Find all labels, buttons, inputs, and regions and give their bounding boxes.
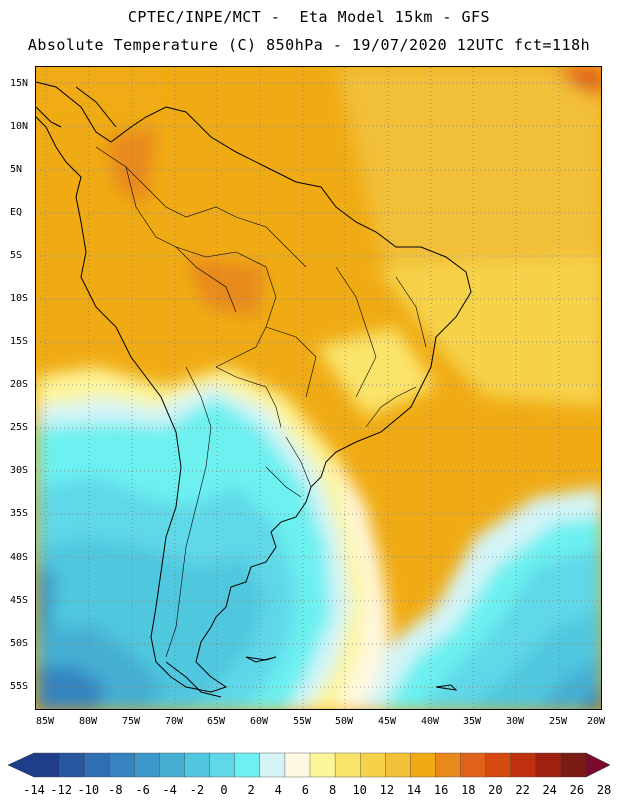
temperature-map[interactable] <box>35 66 602 710</box>
colorbar-left-arrow <box>7 752 35 778</box>
colorbar-tick-label: 4 <box>274 783 282 797</box>
colorbar-tick-label: 10 <box>352 783 367 797</box>
colorbar-swatch <box>159 752 186 778</box>
lon-label-75w: 75W <box>121 716 141 727</box>
lon-label-25w: 25W <box>548 716 568 727</box>
colorbar-tick-label: -4 <box>162 783 177 797</box>
colorbar-tick-label: -2 <box>189 783 205 797</box>
colorbar-tick-label: -10 <box>77 783 100 797</box>
lat-label-10s: 10S <box>10 293 29 304</box>
lon-label-35w: 35W <box>462 716 482 727</box>
lat-label-25s: 25S <box>10 422 29 433</box>
colorbar-swatch <box>284 752 311 778</box>
lat-label-20s: 20S <box>10 379 29 390</box>
colorbar-swatch <box>460 752 487 778</box>
lon-label-85w: 85W <box>35 716 55 727</box>
colorbar-tick-label: 0 <box>220 783 228 797</box>
lat-label-40s: 40S <box>10 552 29 563</box>
colorbar-swatch <box>560 752 587 778</box>
lat-label-55s: 55S <box>10 681 29 692</box>
chart-title: CPTEC/INPE/MCT - Eta Model 15km - GFS <box>127 8 491 26</box>
colorbar-tick-label: 18 <box>461 783 476 797</box>
colorbar-swatch <box>309 752 336 778</box>
lon-label-40w: 40W <box>420 716 440 727</box>
lon-label-30w: 30W <box>505 716 525 727</box>
lat-label-30s: 30S <box>10 465 29 476</box>
lat-label-10n: 10N <box>10 121 29 132</box>
colorbar-tick-label: -6 <box>135 783 150 797</box>
colorbar-right-arrow <box>585 752 611 778</box>
lon-label-80w: 80W <box>78 716 98 727</box>
colorbar-tick-label: 16 <box>433 783 449 797</box>
lon-label-60w: 60W <box>249 716 269 727</box>
colorbar-tick-label: -8 <box>108 783 123 797</box>
colorbar-swatch <box>209 752 236 778</box>
lon-label-65w: 65W <box>206 716 226 727</box>
lon-label-20w: 20W <box>586 716 606 727</box>
country-borders <box>95 146 427 658</box>
colorbar-swatch <box>435 752 462 778</box>
colorbar-tick-label: -12 <box>50 783 72 797</box>
colorbar-swatch <box>410 752 436 778</box>
colorbar-tick-label: 14 <box>406 783 422 797</box>
lon-label-70w: 70W <box>164 716 184 727</box>
colorbar-swatch <box>234 752 261 778</box>
lat-label-eq: EQ <box>10 207 23 218</box>
colorbar-swatch <box>385 752 411 778</box>
colorbar-tick-label: 20 <box>488 783 503 797</box>
lat-label-45s: 45S <box>10 595 29 606</box>
colorbar-tick-label: 28 <box>596 783 612 797</box>
colorbar-swatch <box>134 752 160 778</box>
colorbar-swatch <box>359 752 386 778</box>
colorbar-tick-label: 2 <box>247 783 255 797</box>
colorbar-swatch <box>184 752 211 778</box>
colorbar-swatch <box>259 752 286 778</box>
colorbar-tick-label: 24 <box>542 783 557 797</box>
colorbar-tick-label: -14 <box>23 783 45 797</box>
lat-label-15n: 15N <box>10 78 29 89</box>
colorbar-tick-label: 22 <box>515 783 530 797</box>
lon-label-50w: 50W <box>334 716 354 727</box>
lon-label-45w: 45W <box>377 716 397 727</box>
temperature-field-shading <box>36 67 601 709</box>
colorbar-swatch <box>58 752 85 778</box>
map-canvas <box>36 67 601 709</box>
colorbar-tick-label: 12 <box>379 783 395 797</box>
lat-label-5n: 5N <box>10 164 23 175</box>
colorbar-swatch <box>334 752 361 778</box>
colorbar-tick-label: 26 <box>569 783 585 797</box>
colorbar <box>7 752 611 778</box>
colorbar-swatch <box>485 752 512 778</box>
lon-label-55w: 55W <box>292 716 312 727</box>
colorbar-swatch <box>510 752 537 778</box>
colorbar-swatch <box>83 752 110 778</box>
chart-subtitle: Absolute Temperature (C) 850hPa - 19/07/… <box>27 36 591 54</box>
colorbar-swatch <box>33 752 60 778</box>
colorbar-tick-label: 8 <box>328 783 337 797</box>
lat-label-5s: 5S <box>10 250 23 261</box>
colorbar-swatch <box>109 752 135 778</box>
graticule <box>36 67 601 709</box>
lat-label-35s: 35S <box>10 508 29 519</box>
coastline <box>36 81 472 698</box>
lat-label-50s: 50S <box>10 638 29 649</box>
lat-label-15s: 15S <box>10 336 29 347</box>
colorbar-swatch <box>535 752 562 778</box>
colorbar-tick-label: 6 <box>301 783 309 797</box>
